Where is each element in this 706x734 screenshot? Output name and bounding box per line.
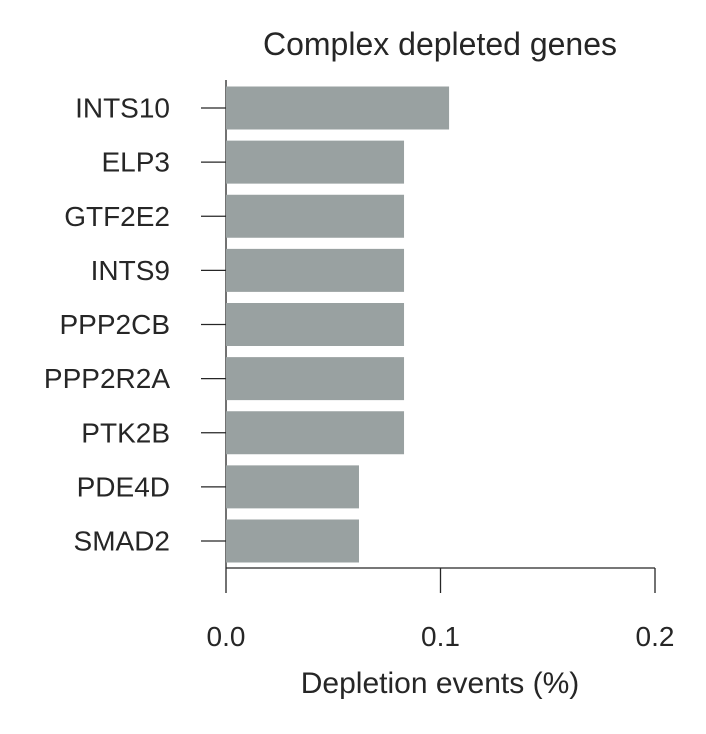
y-tick-label: INTS10 xyxy=(75,93,170,124)
x-tick-label: 0.2 xyxy=(636,621,675,652)
y-tick-label: PDE4D xyxy=(77,471,170,502)
y-tick-label: PPP2R2A xyxy=(44,363,170,394)
bar-gtf2e2 xyxy=(226,194,405,238)
y-tick-label: PTK2B xyxy=(81,417,170,448)
bar-ppp2cb xyxy=(226,303,405,346)
y-tick-label: ELP3 xyxy=(102,147,171,178)
y-tick-label: PPP2CB xyxy=(60,309,171,340)
x-tick-label: 0.1 xyxy=(421,621,460,652)
y-tick-label: GTF2E2 xyxy=(64,201,170,232)
bar-elp3 xyxy=(226,140,405,184)
chart-title: Complex depleted genes xyxy=(263,26,617,62)
y-tick-label: INTS9 xyxy=(91,255,170,286)
x-axis-label: Depletion events (%) xyxy=(301,667,579,700)
bar-ints9 xyxy=(226,248,405,292)
bar-ptk2b xyxy=(226,411,405,455)
bar-ppp2r2a xyxy=(226,357,405,401)
bar-ints10 xyxy=(226,86,450,130)
y-tick-label: SMAD2 xyxy=(74,526,170,557)
bar-smad2 xyxy=(226,519,359,563)
plot-area: INTS10 ELP3 GTF2E2 INTS9 PPP2CB PPP2R2A PTK2B P… xyxy=(44,80,675,652)
bar-pde4d xyxy=(226,465,359,509)
x-tick-label: 0.0 xyxy=(207,621,246,652)
